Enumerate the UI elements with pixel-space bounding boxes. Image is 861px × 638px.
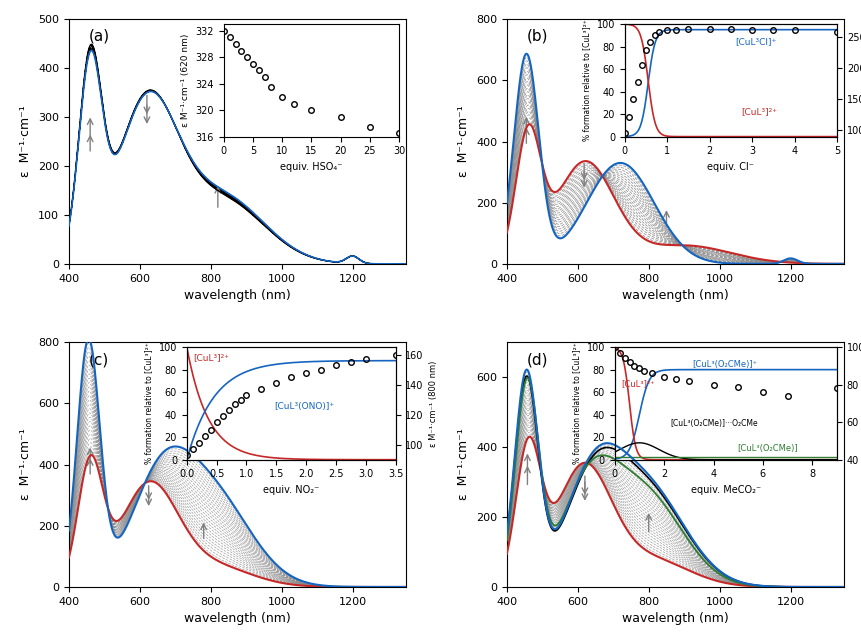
Text: (a): (a) (89, 29, 110, 44)
X-axis label: wavelength (nm): wavelength (nm) (184, 612, 291, 625)
Y-axis label: ε  M⁻¹·cm⁻¹: ε M⁻¹·cm⁻¹ (20, 429, 33, 500)
Text: (b): (b) (527, 29, 548, 44)
Text: (d): (d) (527, 352, 548, 367)
Y-axis label: ε  M⁻¹·cm⁻¹: ε M⁻¹·cm⁻¹ (457, 106, 470, 177)
Y-axis label: ε M⁻¹·cm⁻¹ (800 nm): ε M⁻¹·cm⁻¹ (800 nm) (430, 360, 438, 447)
Y-axis label: ε  M⁻¹·cm⁻¹: ε M⁻¹·cm⁻¹ (20, 106, 33, 177)
X-axis label: wavelength (nm): wavelength (nm) (184, 289, 291, 302)
X-axis label: wavelength (nm): wavelength (nm) (622, 612, 728, 625)
Y-axis label: ε  M⁻¹·cm⁻¹: ε M⁻¹·cm⁻¹ (457, 429, 470, 500)
Text: (c): (c) (89, 352, 109, 367)
X-axis label: wavelength (nm): wavelength (nm) (622, 289, 728, 302)
